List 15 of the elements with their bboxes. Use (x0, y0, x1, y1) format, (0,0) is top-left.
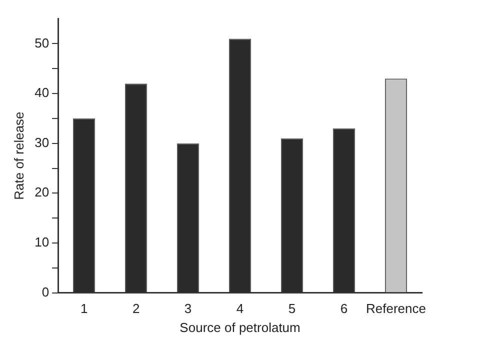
y-tick-label: 40 (34, 85, 50, 100)
x-tick-label: 1 (80, 301, 88, 316)
x-tick-label: 3 (184, 301, 192, 316)
y-tick-label: 0 (42, 284, 50, 300)
x-tick-label: 5 (288, 301, 296, 316)
x-tick-label: 4 (236, 301, 244, 316)
x-axis-title: Source of petrolatum (180, 320, 300, 335)
y-tick-label: 50 (34, 35, 50, 50)
y-tick-label: 30 (34, 134, 50, 150)
y-axis-title: Rate of release (11, 112, 26, 200)
y-tick-label: 20 (34, 184, 50, 200)
y-tick-label: 10 (34, 234, 50, 250)
x-tick-label: 2 (132, 301, 140, 316)
x-tick-label: 6 (340, 301, 348, 316)
x-tick-label: Reference (366, 301, 426, 316)
